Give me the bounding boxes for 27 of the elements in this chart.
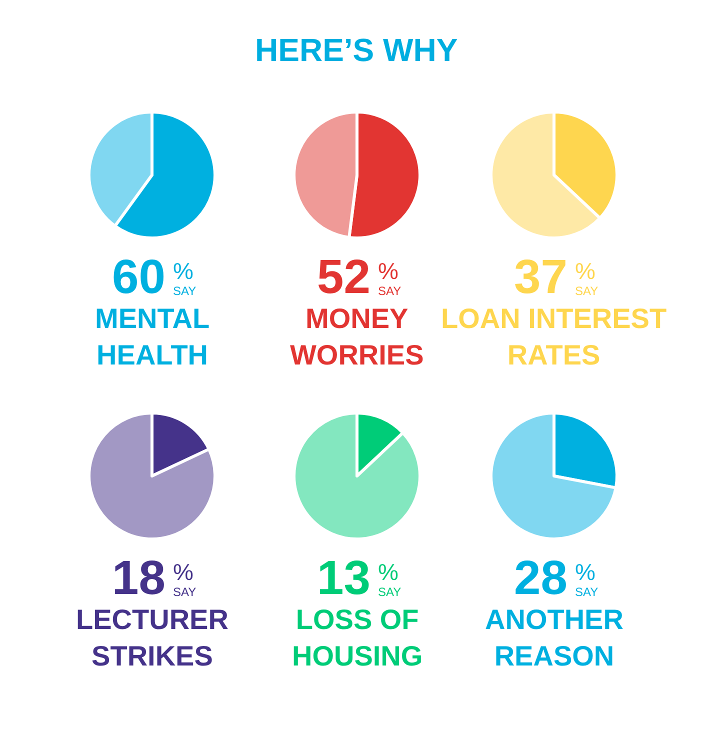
text: 13 (317, 552, 370, 605)
text: % (575, 559, 596, 585)
text: 37 (514, 251, 568, 304)
text: HERE’S WHY (255, 32, 458, 68)
text: % (378, 258, 398, 284)
text: 18 (112, 552, 166, 605)
text: % (575, 258, 596, 284)
text: SAY (173, 284, 196, 298)
text: 28 (514, 552, 568, 605)
text: SAY (378, 284, 402, 298)
text: % (173, 559, 194, 585)
text: MONEY WORRIES (290, 303, 424, 370)
text: SAY (575, 284, 598, 298)
text: LOAN INTEREST RATES (441, 303, 667, 370)
text: LOSS OF HOUSING (292, 604, 423, 672)
text: 60 (112, 251, 166, 304)
text: SAY (378, 585, 402, 599)
text: % (173, 258, 194, 284)
text: SAY (173, 585, 196, 599)
text: 52 (317, 251, 370, 304)
text: ANOTHER REASON (485, 604, 624, 672)
pie-slice (292, 412, 422, 540)
text: SAY (575, 585, 598, 599)
pie-slice (88, 412, 216, 540)
text: % (378, 559, 398, 585)
text: MENTAL HEALTH (95, 303, 210, 370)
text: LECTURER STRIKES (76, 604, 228, 672)
